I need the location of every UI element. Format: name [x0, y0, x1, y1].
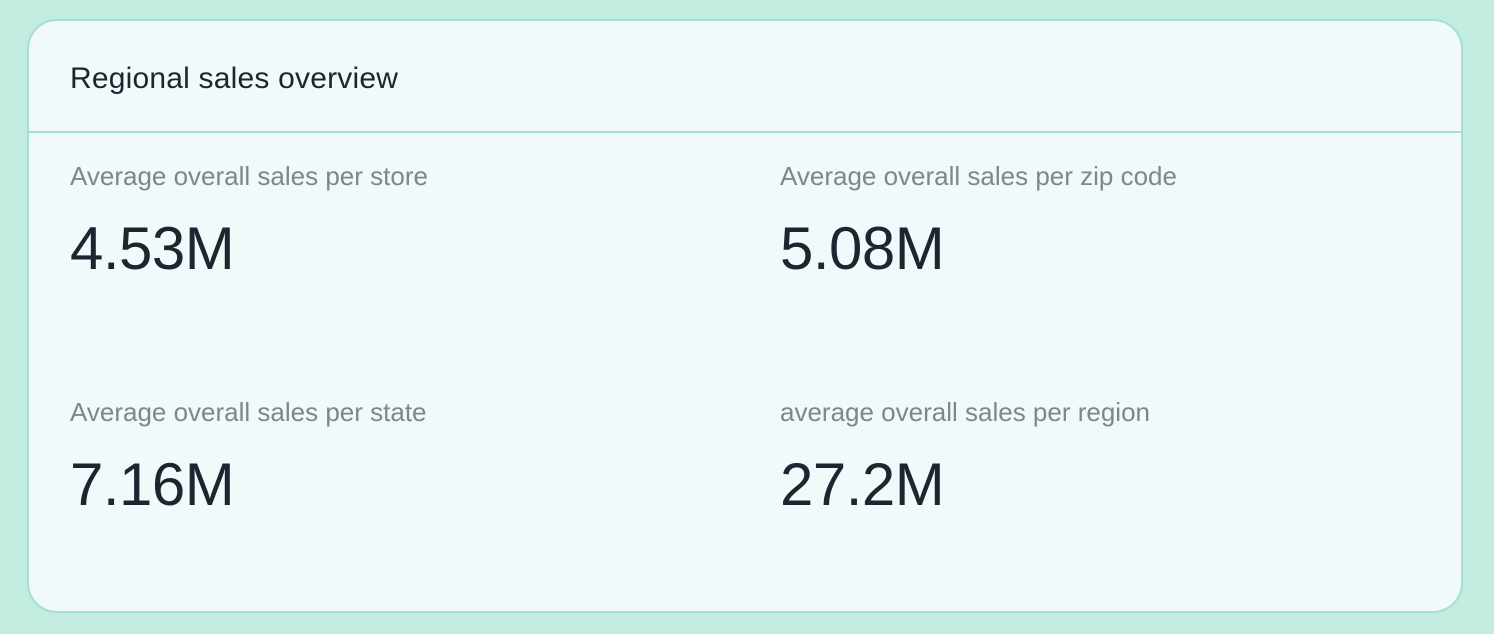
- card-title: Regional sales overview: [70, 62, 399, 95]
- metrics-grid: Average overall sales per store 4.53M Av…: [29, 133, 1461, 611]
- metric-label: Average overall sales per store: [70, 161, 428, 191]
- card-header: Regional sales overview: [29, 21, 1461, 133]
- metric-label: Average overall sales per state: [70, 397, 427, 427]
- metric-sales-per-store: Average overall sales per store 4.53M: [70, 161, 730, 283]
- metric-value: 4.53M: [70, 215, 235, 282]
- metric-value: 27.2M: [780, 451, 945, 518]
- regional-sales-card: Regional sales overview Average overall …: [27, 19, 1463, 613]
- metric-sales-per-state: Average overall sales per state 7.16M: [70, 397, 730, 519]
- metric-value: 5.08M: [780, 215, 945, 282]
- metric-sales-per-region: average overall sales per region 27.2M: [780, 397, 1440, 519]
- metric-value: 7.16M: [70, 451, 235, 518]
- metric-label: average overall sales per region: [780, 397, 1150, 427]
- metric-label: Average overall sales per zip code: [780, 161, 1177, 191]
- metric-sales-per-zip-code: Average overall sales per zip code 5.08M: [780, 161, 1440, 283]
